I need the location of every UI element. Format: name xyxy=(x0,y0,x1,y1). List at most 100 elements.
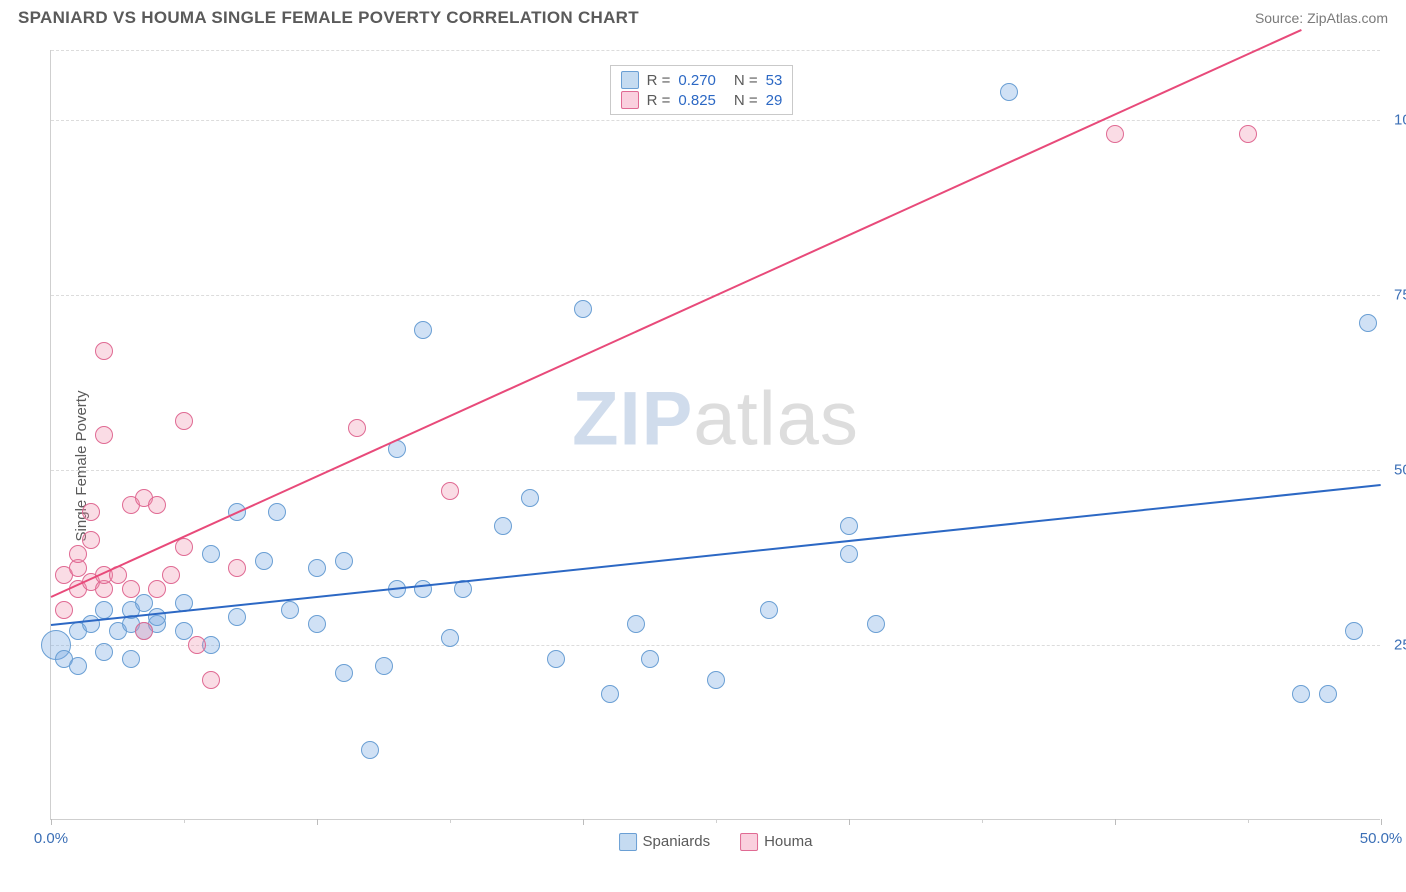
scatter-point xyxy=(95,342,113,360)
scatter-point xyxy=(547,650,565,668)
scatter-point xyxy=(69,545,87,563)
legend-item: Houma xyxy=(740,833,812,851)
scatter-point xyxy=(82,503,100,521)
y-tick-label: 25.0% xyxy=(1384,637,1406,654)
chart-area: Single Female Poverty ZIPatlas 25.0%50.0… xyxy=(0,40,1406,892)
scatter-point xyxy=(335,552,353,570)
scatter-point xyxy=(840,545,858,563)
legend-row: R = 0.825 N = 29 xyxy=(621,90,783,110)
x-tick xyxy=(583,819,584,825)
n-label: N = xyxy=(734,92,758,109)
scatter-point xyxy=(414,580,432,598)
legend-swatch xyxy=(621,91,639,109)
scatter-point xyxy=(441,482,459,500)
scatter-point xyxy=(162,566,180,584)
scatter-point xyxy=(1345,622,1363,640)
scatter-point xyxy=(707,671,725,689)
scatter-point xyxy=(281,601,299,619)
chart-header: SPANIARD VS HOUMA SINGLE FEMALE POVERTY … xyxy=(0,0,1406,32)
x-tick xyxy=(1115,819,1116,825)
r-value: 0.825 xyxy=(678,92,716,109)
x-tick xyxy=(1381,819,1382,825)
scatter-point xyxy=(95,643,113,661)
scatter-point xyxy=(82,615,100,633)
chart-title: SPANIARD VS HOUMA SINGLE FEMALE POVERTY … xyxy=(18,8,639,28)
x-tick-minor xyxy=(982,819,983,823)
watermark: ZIPatlas xyxy=(572,376,859,463)
scatter-point xyxy=(175,538,193,556)
scatter-point xyxy=(1239,125,1257,143)
x-tick xyxy=(51,819,52,825)
x-tick-minor xyxy=(716,819,717,823)
scatter-point xyxy=(1319,685,1337,703)
scatter-point xyxy=(348,419,366,437)
gridline-h xyxy=(51,120,1380,121)
scatter-point xyxy=(308,559,326,577)
gridline-h xyxy=(51,50,1380,51)
scatter-point xyxy=(55,601,73,619)
scatter-point xyxy=(202,671,220,689)
x-tick xyxy=(849,819,850,825)
gridline-h xyxy=(51,645,1380,646)
scatter-point xyxy=(95,601,113,619)
scatter-point xyxy=(202,545,220,563)
scatter-point xyxy=(335,664,353,682)
scatter-point xyxy=(228,608,246,626)
scatter-point xyxy=(255,552,273,570)
series-name: Houma xyxy=(764,833,812,850)
chart-source: Source: ZipAtlas.com xyxy=(1255,10,1388,26)
scatter-point xyxy=(627,615,645,633)
scatter-point xyxy=(867,615,885,633)
scatter-point xyxy=(148,496,166,514)
scatter-point xyxy=(188,636,206,654)
scatter-point xyxy=(135,622,153,640)
series-name: Spaniards xyxy=(643,833,711,850)
scatter-point xyxy=(1359,314,1377,332)
scatter-point xyxy=(1000,83,1018,101)
y-tick-label: 100.0% xyxy=(1384,112,1406,129)
legend-item: Spaniards xyxy=(619,833,711,851)
scatter-point xyxy=(760,601,778,619)
r-label: R = xyxy=(647,92,671,109)
x-tick xyxy=(317,819,318,825)
legend-swatch xyxy=(619,833,637,851)
scatter-point xyxy=(601,685,619,703)
n-value: 53 xyxy=(766,72,783,89)
scatter-point xyxy=(122,580,140,598)
scatter-point xyxy=(148,608,166,626)
scatter-point xyxy=(1106,125,1124,143)
correlation-legend: R = 0.270N = 53R = 0.825N = 29 xyxy=(610,65,794,115)
legend-row: R = 0.270N = 53 xyxy=(621,70,783,90)
scatter-point xyxy=(414,321,432,339)
x-tick-minor xyxy=(1248,819,1249,823)
scatter-point xyxy=(268,503,286,521)
scatter-point xyxy=(494,517,512,535)
x-tick-minor xyxy=(184,819,185,823)
x-tick-minor xyxy=(450,819,451,823)
scatter-point xyxy=(308,615,326,633)
y-tick-label: 75.0% xyxy=(1384,287,1406,304)
scatter-point xyxy=(361,741,379,759)
n-value: 29 xyxy=(766,92,783,109)
scatter-point xyxy=(148,580,166,598)
plot-region: ZIPatlas 25.0%50.0%75.0%100.0%0.0%50.0%R… xyxy=(50,50,1380,820)
scatter-point xyxy=(95,426,113,444)
scatter-point xyxy=(122,650,140,668)
series-legend: Spaniards Houma xyxy=(619,833,813,851)
scatter-point xyxy=(521,489,539,507)
r-label: R = xyxy=(647,72,671,89)
scatter-point xyxy=(1292,685,1310,703)
scatter-point xyxy=(175,412,193,430)
legend-swatch xyxy=(621,71,639,89)
scatter-point xyxy=(641,650,659,668)
y-tick-label: 50.0% xyxy=(1384,462,1406,479)
scatter-point xyxy=(228,559,246,577)
scatter-point xyxy=(82,531,100,549)
x-tick-label: 50.0% xyxy=(1360,830,1403,847)
scatter-point xyxy=(574,300,592,318)
scatter-point xyxy=(441,629,459,647)
scatter-point xyxy=(69,657,87,675)
scatter-point xyxy=(840,517,858,535)
gridline-h xyxy=(51,470,1380,471)
n-label: N = xyxy=(734,72,758,89)
